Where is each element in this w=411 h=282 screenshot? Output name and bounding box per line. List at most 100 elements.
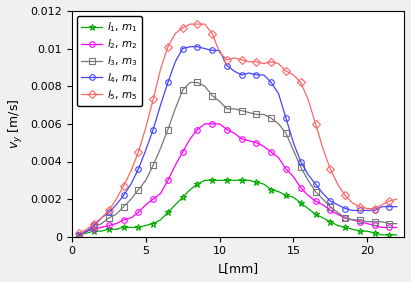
$l_5$, $m_5$ xyxy=(129,169,134,173)
$l_5$, $m_5$ xyxy=(335,182,340,186)
$l_3$, $m_3$ xyxy=(239,109,244,113)
$l_4$, $m_4$ xyxy=(187,45,192,49)
$l_3$, $m_3$ xyxy=(254,113,259,116)
$l_3$, $m_3$ xyxy=(394,222,399,225)
$l_4$, $m_4$ xyxy=(114,203,119,206)
$l_3$, $m_3$ xyxy=(284,132,289,135)
$l_1$, $m_1$ xyxy=(217,179,222,182)
$l_1$, $m_1$ xyxy=(342,226,347,229)
$l_2$, $m_2$ xyxy=(129,216,134,220)
$l_1$, $m_1$ xyxy=(187,188,192,191)
$l_2$, $m_2$ xyxy=(394,226,399,229)
$l_2$, $m_2$ xyxy=(284,167,289,171)
$l_2$, $m_2$ xyxy=(106,224,111,227)
$l_5$, $m_5$ xyxy=(372,207,377,210)
$l_5$, $m_5$ xyxy=(166,45,171,49)
$l_4$, $m_4$ xyxy=(195,45,200,49)
$l_2$, $m_2$ xyxy=(365,222,369,225)
$l_3$, $m_3$ xyxy=(173,107,178,111)
$l_1$, $m_1$ xyxy=(173,203,178,206)
$l_3$, $m_3$ xyxy=(143,179,148,182)
$l_1$, $m_1$ xyxy=(239,179,244,182)
$l_3$, $m_3$ xyxy=(261,113,266,116)
$l_1$, $m_1$ xyxy=(180,195,185,199)
$l_2$, $m_2$ xyxy=(121,218,126,222)
$l_2$, $m_2$ xyxy=(261,145,266,148)
$l_1$, $m_1$ xyxy=(136,226,141,229)
$l_3$, $m_3$ xyxy=(202,85,207,88)
$l_2$, $m_2$ xyxy=(357,220,362,223)
$l_4$, $m_4$ xyxy=(365,209,369,212)
Line: $l_1$, $m_1$: $l_1$, $m_1$ xyxy=(76,177,400,238)
$l_1$, $m_1$ xyxy=(143,224,148,227)
$l_5$, $m_5$ xyxy=(298,81,303,84)
$l_2$, $m_2$ xyxy=(321,203,326,206)
$l_1$, $m_1$ xyxy=(365,230,369,233)
$l_3$, $m_3$ xyxy=(151,164,156,167)
$l_3$, $m_3$ xyxy=(306,179,311,182)
X-axis label: L[mm]: L[mm] xyxy=(217,262,259,275)
$l_2$, $m_2$ xyxy=(92,228,97,231)
$l_4$, $m_4$ xyxy=(357,209,362,212)
$l_3$, $m_3$ xyxy=(224,107,229,111)
$l_4$, $m_4$ xyxy=(121,194,126,197)
$l_2$, $m_2$ xyxy=(276,156,281,159)
$l_5$, $m_5$ xyxy=(143,126,148,129)
$l_4$, $m_4$ xyxy=(202,47,207,50)
$l_3$, $m_3$ xyxy=(121,205,126,208)
$l_3$, $m_3$ xyxy=(166,128,171,131)
$l_2$, $m_2$ xyxy=(77,233,82,237)
$l_5$, $m_5$ xyxy=(217,51,222,54)
$l_1$, $m_1$ xyxy=(335,224,340,227)
$l_5$, $m_5$ xyxy=(121,184,126,188)
$l_2$, $m_2$ xyxy=(166,179,171,182)
$l_4$, $m_4$ xyxy=(224,64,229,67)
$l_1$, $m_1$ xyxy=(298,201,303,205)
$l_2$, $m_2$ xyxy=(335,213,340,216)
$l_2$, $m_2$ xyxy=(180,150,185,154)
$l_1$, $m_1$ xyxy=(276,190,281,193)
$l_3$, $m_3$ xyxy=(114,213,119,216)
$l_5$, $m_5$ xyxy=(328,167,333,171)
$l_5$, $m_5$ xyxy=(195,23,200,26)
$l_1$, $m_1$ xyxy=(394,233,399,237)
$l_4$, $m_4$ xyxy=(180,47,185,50)
$l_2$, $m_2$ xyxy=(379,226,384,229)
$l_3$, $m_3$ xyxy=(195,81,200,84)
$l_5$, $m_5$ xyxy=(387,199,392,203)
$l_3$, $m_3$ xyxy=(232,107,237,111)
$l_3$, $m_3$ xyxy=(298,166,303,169)
$l_2$, $m_2$ xyxy=(313,199,318,203)
$l_5$, $m_5$ xyxy=(284,69,289,73)
$l_3$, $m_3$ xyxy=(328,205,333,208)
$l_5$, $m_5$ xyxy=(357,205,362,208)
$l_5$, $m_5$ xyxy=(350,201,355,205)
$l_3$, $m_3$ xyxy=(357,218,362,222)
$l_5$, $m_5$ xyxy=(232,56,237,60)
$l_5$, $m_5$ xyxy=(114,197,119,201)
$l_1$, $m_1$ xyxy=(261,182,266,186)
$l_4$, $m_4$ xyxy=(335,203,340,206)
$l_4$, $m_4$ xyxy=(387,205,392,208)
$l_1$, $m_1$ xyxy=(232,179,237,182)
$l_4$, $m_4$ xyxy=(77,233,82,237)
$l_5$, $m_5$ xyxy=(187,23,192,26)
$l_1$, $m_1$ xyxy=(224,179,229,182)
$l_4$, $m_4$ xyxy=(92,224,97,227)
$l_3$, $m_3$ xyxy=(335,211,340,214)
Line: $l_5$, $m_5$: $l_5$, $m_5$ xyxy=(76,21,399,236)
$l_3$, $m_3$ xyxy=(342,216,347,220)
$l_3$, $m_3$ xyxy=(210,94,215,97)
$l_2$, $m_2$ xyxy=(387,226,392,229)
$l_2$, $m_2$ xyxy=(372,224,377,227)
$l_3$, $m_3$ xyxy=(77,233,82,237)
$l_2$, $m_2$ xyxy=(114,222,119,225)
$l_4$, $m_4$ xyxy=(106,211,111,214)
$l_4$, $m_4$ xyxy=(372,209,377,212)
$l_1$, $m_1$ xyxy=(121,226,126,229)
$l_3$, $m_3$ xyxy=(129,197,134,201)
$l_1$, $m_1$ xyxy=(166,211,171,214)
$l_2$, $m_2$ xyxy=(298,186,303,190)
Y-axis label: $v_y$ [m/s]: $v_y$ [m/s] xyxy=(7,99,25,149)
$l_4$, $m_4$ xyxy=(328,199,333,203)
